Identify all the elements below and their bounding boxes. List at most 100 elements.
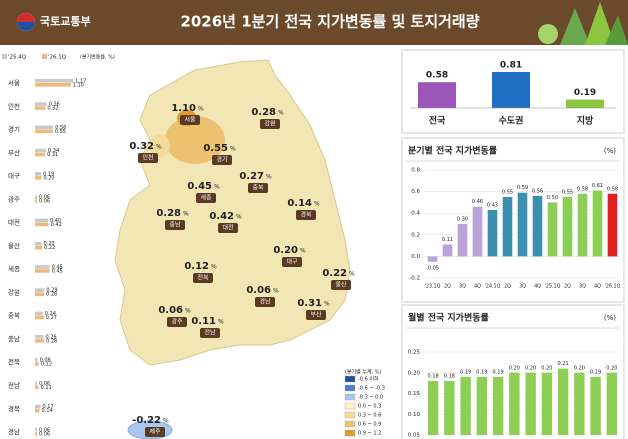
- map-legend-label: 0.9 ~ 1.2: [358, 431, 381, 437]
- value-label: 0.55: [55, 129, 66, 135]
- category-label: 인천: [8, 101, 20, 110]
- map-name: 전북: [197, 274, 209, 282]
- value-label: 0.11: [442, 237, 453, 243]
- bar: [35, 292, 45, 297]
- map-unit: %: [185, 308, 191, 315]
- value-label: 0.45: [52, 264, 63, 270]
- map-legend-swatch: [344, 420, 356, 428]
- y-tick-label: 0.0: [411, 254, 420, 260]
- map-legend-swatch: [344, 384, 356, 392]
- bar: [35, 241, 42, 246]
- map-value: 0.14: [287, 198, 312, 209]
- category-label: 부산: [8, 148, 20, 157]
- y-tick-label: 0.6: [411, 189, 420, 195]
- map-legend-label: 0.0 ~ 0.3: [358, 404, 381, 410]
- category-label: 서울: [8, 78, 20, 87]
- value-label: 0.42: [51, 222, 62, 228]
- map-unit: %: [300, 248, 306, 255]
- value-label: 0.45: [52, 268, 63, 274]
- bar: [35, 125, 54, 130]
- logo-red: [17, 13, 35, 22]
- value-label: -0.05: [426, 265, 439, 271]
- map-legend-label: -0.6 이하: [358, 376, 379, 383]
- bar: [487, 209, 498, 257]
- map-name: 강원: [264, 120, 275, 128]
- bar: [35, 83, 71, 87]
- map-value: 0.12: [184, 261, 209, 272]
- value-label: 0.24: [45, 311, 56, 317]
- value-label: 1.17: [75, 78, 86, 84]
- bar: [35, 199, 37, 203]
- value-label: 0.19: [574, 88, 596, 98]
- value-label: 0.30: [457, 217, 468, 223]
- x-tick-label: 2Q: [444, 284, 451, 290]
- value-label: 0.55: [562, 190, 573, 196]
- category-label: 강원: [8, 287, 20, 296]
- y-tick-label: 0.05: [408, 433, 421, 439]
- category-label: 경기: [8, 125, 20, 134]
- map-unit: %: [218, 319, 224, 326]
- bar: [557, 368, 569, 435]
- map-legend-swatch: [344, 375, 356, 383]
- map-value: -0.22: [132, 415, 161, 426]
- value-label: 0.28: [46, 338, 57, 344]
- value-label: 0.22: [44, 245, 55, 251]
- x-tick-label: '24.1Q: [485, 284, 501, 290]
- bar: [532, 195, 543, 257]
- bar: [35, 152, 46, 157]
- value-label: 0.56: [532, 188, 543, 194]
- y-tick-label: 0.10: [408, 412, 421, 418]
- bar: [35, 311, 43, 316]
- value-label: 0.12: [41, 362, 52, 368]
- value-label: 0.19: [43, 171, 54, 177]
- value-label: 0.08: [40, 358, 51, 364]
- map-legend-swatch: [344, 411, 356, 419]
- bar: [35, 222, 49, 227]
- map-legend-label: -0.6 ~ -0.3: [358, 386, 385, 392]
- bar: [35, 195, 37, 199]
- x-tick-label: '25.1Q: [545, 284, 561, 290]
- map-unit: %: [349, 271, 355, 278]
- map-unit: %: [211, 264, 217, 271]
- map-name: 대전: [222, 224, 233, 232]
- bar: [472, 206, 483, 257]
- bar: [418, 82, 456, 108]
- value-label: 0.58: [607, 186, 618, 192]
- value-label: 0.61: [592, 183, 603, 189]
- map-name-box: [306, 310, 326, 320]
- value-label: 0.29: [46, 288, 57, 294]
- bar: [457, 224, 468, 257]
- value-label: 0.58: [426, 71, 448, 81]
- header-trees: [538, 2, 628, 45]
- value-label: 0.19: [460, 369, 471, 375]
- value-label: 0.20: [606, 365, 617, 371]
- bar: [35, 428, 37, 432]
- bar: [35, 106, 46, 110]
- map-name-box: [167, 317, 187, 327]
- map-name-box: [212, 155, 232, 165]
- bar: [541, 372, 553, 435]
- value-label: 0.55: [502, 190, 513, 196]
- bar: [35, 79, 73, 83]
- x-tick-label: '23.1Q: [425, 284, 441, 290]
- y-tick-label: -0.2: [409, 276, 420, 282]
- map-name: 세종: [200, 194, 212, 202]
- y-tick-label: 0.2: [411, 232, 420, 238]
- value-label: 0.46: [472, 199, 483, 205]
- x-tick-label: 2Q: [504, 284, 511, 290]
- map-name: 경북: [300, 212, 312, 219]
- map-name-box: [282, 257, 302, 267]
- bar: [35, 129, 53, 134]
- bar: [35, 385, 39, 390]
- map-unit: %: [214, 184, 220, 191]
- bar: [566, 99, 604, 108]
- map-legend-swatch: [344, 429, 356, 437]
- bar: [35, 269, 50, 273]
- bar: [35, 358, 38, 362]
- value-label: 0.43: [487, 202, 498, 208]
- bar: [427, 381, 439, 435]
- map-unit: %: [230, 146, 236, 153]
- map-value: 0.06: [158, 305, 183, 316]
- map-unit: %: [183, 211, 189, 218]
- bar: [509, 372, 520, 435]
